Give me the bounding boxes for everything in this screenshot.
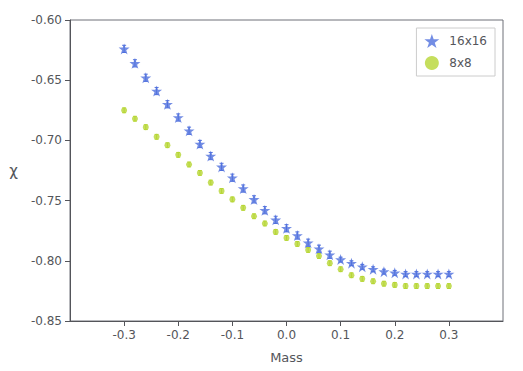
svg-text:0.2: 0.2 <box>385 328 404 342</box>
svg-text:-0.75: -0.75 <box>31 194 62 208</box>
svg-text:-0.1: -0.1 <box>221 328 244 342</box>
svg-text:-0.3: -0.3 <box>112 328 135 342</box>
svg-text:Mass: Mass <box>270 350 303 365</box>
svg-text:0.3: 0.3 <box>439 328 458 342</box>
svg-text:8x8: 8x8 <box>449 56 471 70</box>
svg-text:-0.70: -0.70 <box>31 133 62 147</box>
svg-text:-0.60: -0.60 <box>31 13 62 27</box>
svg-text:0.0: 0.0 <box>277 328 296 342</box>
svg-text:0.1: 0.1 <box>331 328 350 342</box>
svg-text:-0.65: -0.65 <box>31 73 62 87</box>
svg-text:16x16: 16x16 <box>449 34 487 48</box>
svg-text:-0.2: -0.2 <box>167 328 190 342</box>
svg-text:-0.85: -0.85 <box>31 314 62 328</box>
svg-text:-0.80: -0.80 <box>31 254 62 268</box>
svg-text:χ: χ <box>9 162 18 180</box>
